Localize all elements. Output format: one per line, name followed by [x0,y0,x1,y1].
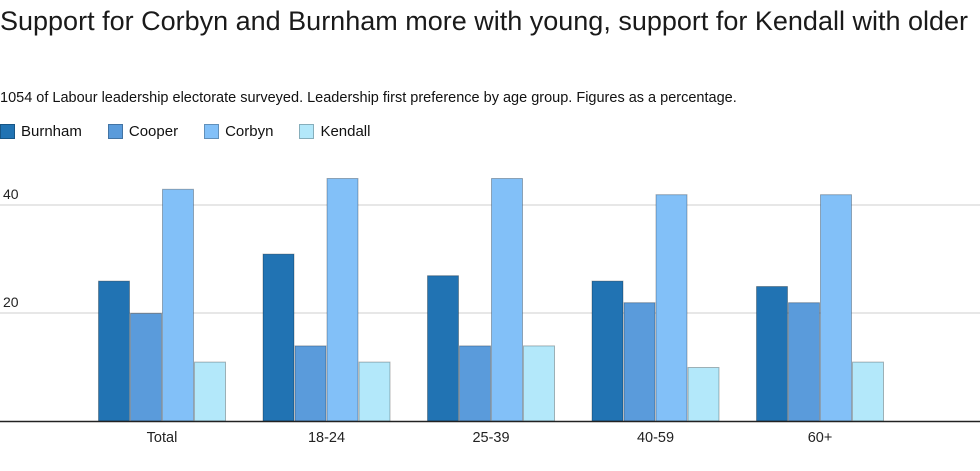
x-axis-categories: Total 18-24 25-39 40-59 60+ [147,430,833,446]
legend-item-burnham: Burnham [0,123,82,140]
x-category-label: 60+ [808,430,833,446]
legend-label: Burnham [21,123,82,140]
chart-subtitle: 1054 of Labour leadership electorate sur… [0,90,737,106]
x-category-label: Total [147,430,178,446]
x-category-label: 18-24 [308,430,345,446]
bar-cooper-40-59 [623,302,656,422]
bar-burnham-18-24 [262,253,295,422]
legend-swatch [0,124,15,139]
legend-swatch [204,124,220,139]
y-tick-label: 40 [3,186,19,202]
y-tick-label: 20 [3,294,19,310]
bar-corbyn-18-24 [326,178,359,422]
bar-burnham-total [98,280,130,422]
bar-kendall-total [194,361,226,422]
bar-kendall-25-39 [523,345,555,422]
x-category-label: 40-59 [637,430,674,446]
bar-kendall-40-59 [687,367,720,422]
bar-kendall-18-24 [358,361,391,422]
bar-kendall-60+ [852,361,884,422]
bar-burnham-40-59 [591,280,624,422]
legend-item-corbyn: Corbyn [204,123,273,140]
bar-corbyn-total [162,188,194,422]
chart-title: Support for Corbyn and Burnham more with… [0,6,969,36]
legend-item-kendall: Kendall [299,123,370,140]
bar-cooper-total [130,313,162,422]
bar-cooper-25-39 [459,345,491,422]
legend-label: Kendall [320,123,371,140]
legend-label: Cooper [128,123,179,140]
legend-item-cooper: Cooper [107,123,179,140]
bar-corbyn-40-59 [655,194,688,422]
bar-burnham-25-39 [427,275,459,422]
legend-label: Corbyn [225,123,274,140]
bar-cooper-60+ [788,302,820,422]
bar-corbyn-25-39 [491,178,523,422]
bar-cooper-18-24 [294,345,327,422]
legend: Burnham Cooper Corbyn Kendall [0,123,396,140]
x-category-label: 25-39 [472,430,509,446]
bar-corbyn-60+ [820,194,852,422]
legend-swatch [299,124,315,139]
bars [98,178,884,422]
bar-burnham-60+ [756,286,788,422]
legend-swatch [107,124,123,139]
